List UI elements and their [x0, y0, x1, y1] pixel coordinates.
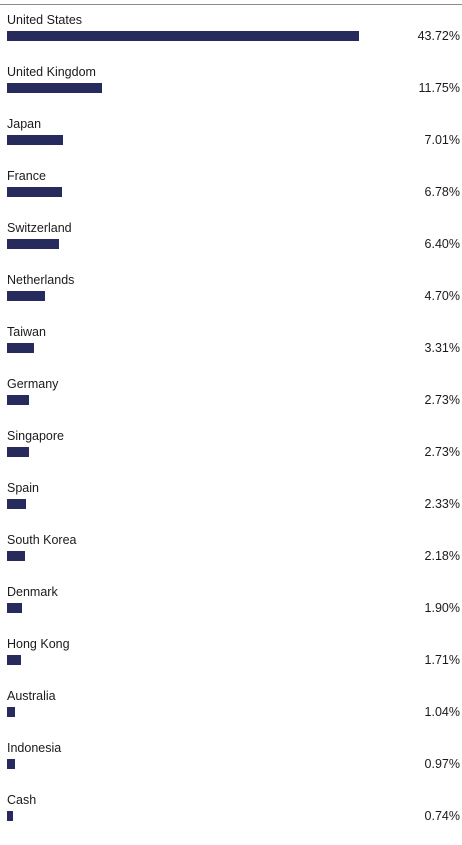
- bar-row: Cash 0.74%: [0, 793, 462, 845]
- top-rule: [0, 4, 462, 5]
- bar-row: United States 43.72%: [0, 13, 462, 65]
- bar-row: Denmark 1.90%: [0, 585, 462, 637]
- value-label: 0.97%: [424, 757, 460, 771]
- bar: [7, 31, 359, 41]
- value-label: 3.31%: [424, 341, 460, 355]
- bar-row: Taiwan 3.31%: [0, 325, 462, 377]
- category-label: Japan: [7, 117, 42, 131]
- bar: [7, 603, 23, 613]
- category-label: Denmark: [7, 585, 58, 599]
- value-label: 2.73%: [424, 445, 460, 459]
- bar: [7, 187, 62, 197]
- value-label: 1.71%: [424, 653, 460, 667]
- category-label: France: [7, 169, 46, 183]
- bar-row: Spain 2.33%: [0, 481, 462, 533]
- bar: [7, 707, 16, 717]
- bar: [7, 759, 15, 769]
- category-label: United Kingdom: [7, 65, 96, 79]
- bar-row: Switzerland 6.40%: [0, 221, 462, 273]
- bar: [7, 395, 29, 405]
- category-label: Cash: [7, 793, 37, 807]
- category-label: Netherlands: [7, 273, 75, 287]
- category-label: Spain: [7, 481, 39, 495]
- bar-row: Netherlands 4.70%: [0, 273, 462, 325]
- bar: [7, 655, 21, 665]
- bar-row: United Kingdom 11.75%: [0, 65, 462, 117]
- value-label: 2.33%: [424, 497, 460, 511]
- bar-row: Japan 7.01%: [0, 117, 462, 169]
- bar: [7, 135, 64, 145]
- category-label: Germany: [7, 377, 59, 391]
- bar: [7, 811, 13, 821]
- value-label: 43.72%: [417, 29, 460, 43]
- value-label: 7.01%: [424, 133, 460, 147]
- category-label: Switzerland: [7, 221, 72, 235]
- bar: [7, 343, 34, 353]
- category-label: Australia: [7, 689, 56, 703]
- value-label: 6.78%: [424, 185, 460, 199]
- bar-row: Indonesia 0.97%: [0, 741, 462, 793]
- category-label: Indonesia: [7, 741, 62, 755]
- category-label: South Korea: [7, 533, 77, 547]
- bar: [7, 291, 45, 301]
- bar: [7, 239, 59, 249]
- value-label: 1.04%: [424, 705, 460, 719]
- bar-row: Germany 2.73%: [0, 377, 462, 429]
- category-label: Taiwan: [7, 325, 46, 339]
- value-label: 4.70%: [424, 289, 460, 303]
- bar-row: Hong Kong 1.71%: [0, 637, 462, 689]
- value-label: 2.73%: [424, 393, 460, 407]
- category-label: United States: [7, 13, 83, 27]
- value-label: 6.40%: [424, 237, 460, 251]
- bar: [7, 499, 26, 509]
- bar: [7, 551, 25, 561]
- bar-row: Singapore 2.73%: [0, 429, 462, 481]
- value-label: 2.18%: [424, 549, 460, 563]
- bar-row: South Korea 2.18%: [0, 533, 462, 585]
- value-label: 0.74%: [424, 809, 460, 823]
- value-label: 11.75%: [418, 81, 460, 95]
- country-allocation-chart: United States 43.72% United Kingdom 11.75% J…: [0, 13, 462, 823]
- bar: [7, 83, 102, 93]
- category-label: Hong Kong: [7, 637, 70, 651]
- value-label: 1.90%: [424, 601, 460, 615]
- category-label: Singapore: [7, 429, 64, 443]
- bar-row: Australia 1.04%: [0, 689, 462, 741]
- bar: [7, 447, 29, 457]
- bar-row: France 6.78%: [0, 169, 462, 221]
